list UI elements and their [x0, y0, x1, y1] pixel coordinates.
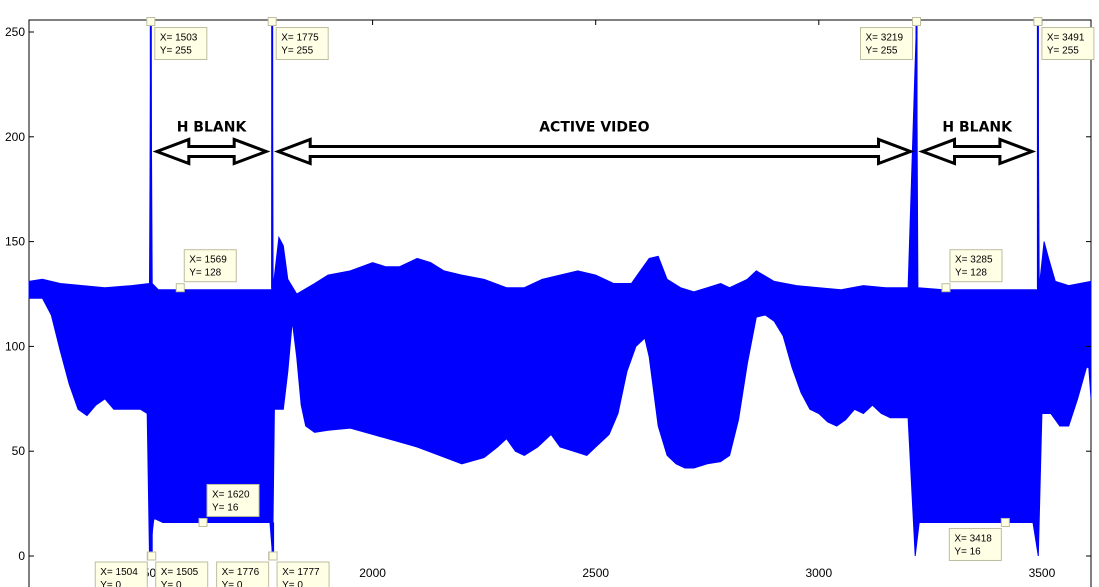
x-tick-label: 2000 [359, 566, 386, 580]
y-axis: 0 50 100 150 200 250 [5, 25, 1091, 563]
annotation-layer: H BLANK ACTIVE VIDEO H BLANK [152, 119, 1037, 166]
datatip-marker[interactable] [1000, 517, 1010, 527]
datatip[interactable]: X= 1503 Y= 255 [146, 17, 208, 61]
y-tick-label: 200 [5, 130, 25, 144]
datatip-box [1041, 27, 1095, 61]
datatip[interactable]: X= 1505 Y= 0 [147, 551, 209, 587]
signal-waveform [28, 21, 1092, 557]
datatip-marker[interactable] [267, 17, 277, 27]
datatip[interactable]: X= 1569 Y= 128 [175, 249, 237, 293]
datatip-box [860, 27, 914, 61]
datatip-x-label: X= 1503 [160, 33, 198, 44]
datatip-x-label: X= 1776 [222, 567, 260, 578]
datatip-y-label: Y= 0 [222, 580, 243, 587]
datatip-box [206, 483, 260, 517]
y-tick-label: 250 [5, 25, 25, 39]
datatip-y-label: Y= 255 [160, 46, 192, 57]
datatip-x-label: X= 1777 [282, 567, 320, 578]
datatip-box [216, 561, 270, 587]
datatip-y-label: Y= 16 [954, 546, 981, 557]
datatip-box [154, 27, 208, 61]
y-tick-label: 100 [5, 339, 25, 353]
datatip-marker[interactable] [147, 551, 157, 561]
datatip-x-label: X= 3219 [866, 33, 904, 44]
annotation-label: H BLANK [177, 119, 248, 135]
datatip-box [948, 527, 1002, 561]
datatip-y-label: Y= 0 [282, 580, 303, 587]
datatip[interactable]: X= 3491 Y= 255 [1033, 17, 1095, 61]
double-arrow: H BLANK [918, 119, 1037, 166]
arrow-shape [152, 137, 271, 166]
y-tick-label: 50 [12, 444, 26, 458]
datatip-y-label: Y= 255 [1047, 46, 1079, 57]
datatip-box [183, 249, 237, 283]
double-arrow: ACTIVE VIDEO [273, 119, 915, 166]
datatip-box [275, 27, 329, 61]
datatip-y-label: Y= 255 [866, 46, 898, 57]
waveform-envelope [28, 21, 1092, 557]
datatip-box [949, 249, 1003, 283]
annotation-label: H BLANK [942, 119, 1013, 135]
datatip[interactable]: X= 3219 Y= 255 [860, 17, 922, 61]
datatip-marker[interactable] [198, 517, 208, 527]
x-tick-label: 3000 [805, 566, 832, 580]
datatip-y-label: Y= 0 [100, 580, 121, 587]
datatip-x-label: X= 1775 [281, 33, 319, 44]
datatip-box [155, 561, 209, 587]
x-tick-label: 3500 [1029, 566, 1056, 580]
datatip-x-label: X= 1569 [189, 255, 227, 266]
datatip-x-label: X= 3418 [954, 533, 992, 544]
datatip-y-label: Y= 128 [189, 268, 221, 279]
datatip-y-label: Y= 0 [161, 580, 182, 587]
datatip-marker[interactable] [146, 17, 156, 27]
datatip-marker[interactable] [941, 283, 951, 293]
datatip-marker[interactable] [268, 551, 278, 561]
datatip-x-label: X= 3285 [955, 255, 993, 266]
datatip-box [94, 561, 148, 587]
datatip-x-label: X= 1504 [100, 567, 138, 578]
sync-spikes [149, 21, 1039, 556]
datatip-y-label: Y= 16 [212, 502, 239, 513]
datatip-y-label: Y= 128 [955, 268, 987, 279]
annotation-label: ACTIVE VIDEO [539, 119, 649, 135]
arrow-shape [273, 137, 915, 166]
datatip-y-label: Y= 255 [281, 46, 313, 57]
datatip-marker[interactable] [175, 283, 185, 293]
double-arrow: H BLANK [152, 119, 271, 166]
datatip-marker[interactable] [1033, 17, 1043, 27]
datatip-box [276, 561, 330, 587]
datatip[interactable]: X= 3285 Y= 128 [941, 249, 1003, 293]
datatip[interactable]: X= 3418 Y= 16 [948, 517, 1010, 561]
y-tick-label: 0 [18, 549, 25, 563]
arrow-shape [918, 137, 1037, 166]
plot-area: H BLANK ACTIVE VIDEO H BLANK 0 50 100 150 200 2… [5, 17, 1095, 587]
datatip[interactable]: X= 1620 Y= 16 [198, 483, 260, 527]
x-tick-label: 2500 [582, 566, 609, 580]
datatip[interactable]: X= 1777 Y= 0 [268, 551, 330, 587]
y-tick-label: 150 [5, 235, 25, 249]
datatip-x-label: X= 3491 [1047, 33, 1085, 44]
datatip-x-label: X= 1620 [212, 489, 250, 500]
datatip-marker[interactable] [912, 17, 922, 27]
datatip[interactable]: X= 1775 Y= 255 [267, 17, 329, 61]
datatip-x-label: X= 1505 [161, 567, 199, 578]
